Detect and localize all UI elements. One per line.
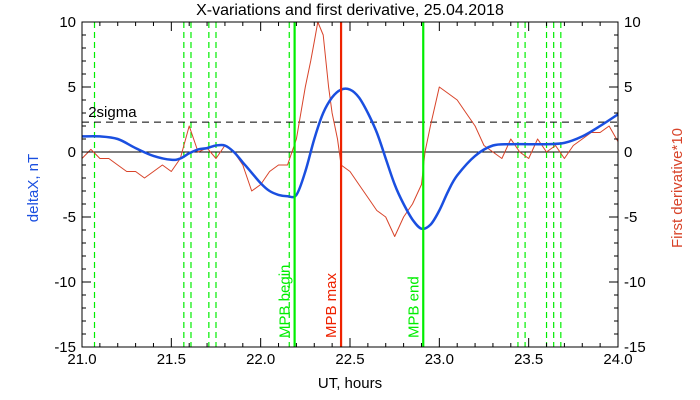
x-tick-label: 24.0	[603, 351, 632, 368]
y-tick-label-left: -10	[54, 274, 76, 291]
y-axis-label-left: deltaX, nT	[25, 154, 42, 222]
mpb-marker-label: MPB max	[323, 272, 340, 338]
y-tick-label-left: -15	[54, 339, 76, 356]
y-tick-label-left: 0	[68, 144, 76, 161]
sigma-label: 2sigma	[88, 104, 137, 121]
y-tick-label-right: 10	[624, 14, 641, 31]
x-tick-label: 22.5	[335, 351, 364, 368]
mpb-marker-label: MPB end	[405, 276, 422, 338]
x-tick-label: 21.5	[157, 351, 186, 368]
y-tick-label-left: 5	[68, 79, 76, 96]
y-tick-label-right: -15	[624, 339, 646, 356]
plot-frame	[81, 21, 619, 348]
x-tick-label: 23.5	[514, 351, 543, 368]
y-tick-label-right: -5	[624, 209, 637, 226]
x-tick-label: 21.0	[67, 351, 96, 368]
derivative-series-line	[81, 21, 619, 237]
y-tick-label-right: -10	[624, 274, 646, 291]
y-tick-label-left: -5	[63, 209, 76, 226]
y-tick-label-right: 0	[624, 144, 632, 161]
chart-title: X-variations and first derivative, 25.04…	[196, 2, 504, 19]
y-tick-label-right: 5	[624, 79, 632, 96]
deltax-series-line	[81, 87, 619, 231]
mpb-marker-label: MPB begin	[277, 265, 294, 338]
x-tick-label: 22.0	[246, 351, 275, 368]
x-axis-label: UT, hours	[318, 375, 382, 392]
y-tick-label-left: 10	[59, 14, 76, 31]
y-axis-label-right: First derivative*10	[669, 128, 686, 248]
x-tick-label: 23.0	[425, 351, 454, 368]
